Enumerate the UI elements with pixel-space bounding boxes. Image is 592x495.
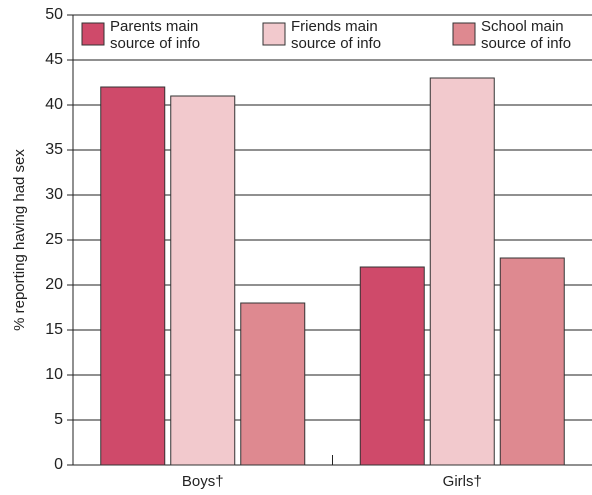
x-tick-label: Boys† (182, 473, 224, 490)
y-tick-label: 20 (45, 276, 63, 293)
bar (359, 266, 425, 466)
legend-swatch (81, 22, 105, 46)
y-tick-label: 45 (45, 51, 63, 68)
bar (429, 77, 495, 466)
y-tick-label: 0 (54, 456, 63, 473)
y-tick-label: 10 (45, 366, 63, 383)
legend-label: School main source of info (481, 18, 572, 52)
y-tick-label: 30 (45, 186, 63, 203)
bar (170, 95, 236, 466)
y-tick-label: 50 (45, 6, 63, 23)
legend-swatch (262, 22, 286, 46)
legend-swatch (452, 22, 476, 46)
y-axis-label: % reporting having had sex (11, 149, 28, 331)
y-tick-label: 25 (45, 231, 63, 248)
legend-label: Friends main source of info (291, 18, 382, 52)
bar (240, 302, 306, 466)
y-tick-label: 35 (45, 141, 63, 158)
y-tick-label: 5 (54, 411, 63, 428)
x-tick-label: Girls† (443, 473, 482, 490)
bar (499, 257, 565, 466)
bar (100, 86, 166, 466)
y-tick-label: 40 (45, 96, 63, 113)
legend-label: Parents main source of info (110, 18, 201, 52)
y-tick-label: 15 (45, 321, 63, 338)
